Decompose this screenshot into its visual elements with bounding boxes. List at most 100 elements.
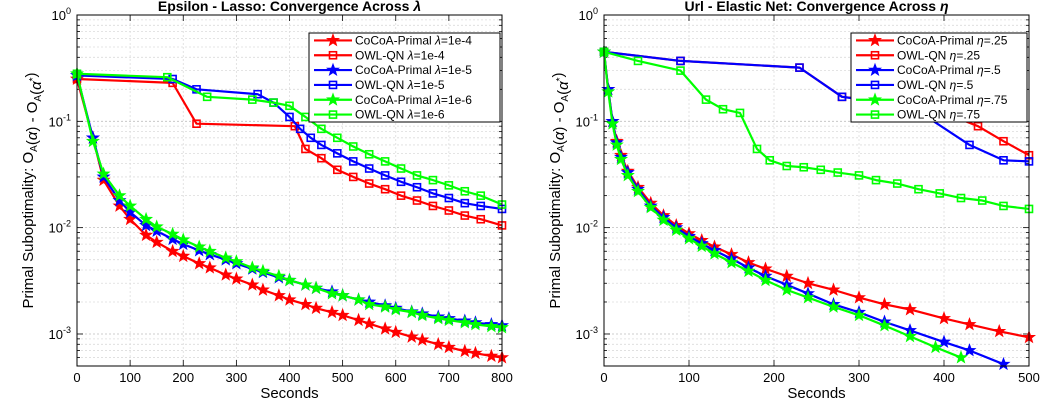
y-axis-label: Primal Suboptimality: OA(α) - OA(α*)	[20, 72, 45, 308]
chart-title: Epsilon - Lasso: Convergence Across λ	[158, 0, 421, 14]
data-point	[476, 201, 486, 211]
x-tick-label: 100	[119, 370, 141, 385]
data-point	[758, 272, 773, 287]
data-point	[837, 92, 847, 102]
legend-label: OWL-QN λ=1e-5	[355, 78, 445, 92]
data-point	[248, 95, 257, 104]
data-point	[176, 232, 191, 246]
data-point	[965, 140, 974, 150]
data-point	[298, 277, 313, 291]
data-point	[364, 179, 374, 188]
data-point	[613, 151, 629, 166]
chart-epsilon-lasso: 0 100 200 300 400 500 600 700 800 10-3 10-2 10-1 100…	[20, 0, 513, 402]
data-point	[633, 56, 643, 66]
data-point	[996, 356, 1011, 371]
data-point	[309, 280, 324, 295]
data-point	[317, 140, 326, 150]
data-point	[956, 193, 966, 203]
x-tick-label: 300	[226, 370, 248, 385]
data-point	[468, 317, 483, 331]
chart-url-elastic-net: 0 100 200 300 400 500 10-3 10-2 10-1 100 Url - Ela…	[547, 0, 1040, 402]
data-point	[380, 184, 390, 194]
legend-label: CoCoA-Primal η=.5	[897, 63, 1001, 77]
data-point	[139, 211, 154, 226]
x-tick-label: 500	[332, 370, 354, 385]
data-point	[694, 238, 709, 253]
data-point	[309, 300, 324, 315]
data-point	[269, 98, 278, 107]
data-point	[415, 307, 430, 322]
data-point	[428, 175, 438, 185]
data-point	[605, 116, 620, 130]
data-point	[96, 166, 111, 180]
data-point	[192, 256, 207, 270]
series-5	[72, 69, 507, 209]
data-point	[396, 164, 406, 173]
legend-label: OWL-QN η=.75	[897, 108, 980, 122]
series-4	[69, 66, 510, 334]
legend-marker	[328, 110, 338, 119]
x-tick-label: 0	[73, 370, 80, 385]
data-point	[765, 156, 775, 165]
data-point	[669, 222, 684, 236]
data-point	[192, 119, 201, 128]
data-point	[800, 275, 816, 290]
legend-label: OWL-QN η=.25	[897, 48, 980, 62]
legend-label: CoCoA-Primal λ=1e-6	[355, 93, 472, 107]
data-point	[795, 63, 804, 72]
data-point	[165, 226, 180, 241]
data-point	[936, 334, 952, 349]
data-point	[928, 339, 943, 354]
data-point	[415, 332, 430, 346]
data-point	[441, 339, 456, 354]
data-point	[484, 348, 499, 363]
data-point	[229, 254, 244, 268]
data-point	[192, 239, 207, 253]
data-point	[306, 133, 316, 143]
data-point	[404, 304, 419, 319]
data-point	[324, 286, 340, 300]
y-tick-label: 10-1	[49, 112, 71, 129]
legend-box	[308, 32, 501, 123]
legend-marker	[870, 50, 880, 60]
data-point	[701, 95, 711, 104]
x-tick-label: 800	[491, 370, 513, 385]
data-point	[112, 193, 127, 207]
x-tick-label: 0	[600, 370, 607, 385]
data-point	[85, 133, 100, 148]
x-axis-label: Seconds	[787, 385, 845, 402]
series-line	[603, 50, 1030, 211]
series-1	[72, 74, 507, 230]
series-line	[76, 72, 503, 206]
data-point	[609, 137, 624, 151]
data-point	[460, 186, 470, 196]
data-point	[139, 227, 154, 242]
data-point	[335, 307, 350, 322]
data-point	[149, 234, 164, 249]
data-point	[428, 189, 438, 198]
data-point	[255, 282, 270, 296]
data-point	[285, 112, 294, 122]
y-axis-label: Primal Suboptimality: OA(α) - OA(α*)	[547, 72, 572, 308]
data-point	[484, 318, 499, 333]
data-point	[826, 282, 841, 296]
data-point	[782, 161, 792, 171]
series-4	[596, 44, 969, 364]
data-point	[992, 323, 1007, 338]
legend-label: CoCoA-Primal λ=1e-5	[355, 63, 472, 77]
x-tick-label: 700	[438, 370, 460, 385]
data-point	[165, 243, 180, 258]
x-tick-label: 400	[933, 370, 955, 385]
x-tick-label: 100	[678, 370, 700, 385]
data-point	[333, 149, 342, 158]
data-point	[851, 290, 867, 304]
data-point	[444, 181, 454, 190]
series-0	[69, 71, 510, 364]
y-tick-label: 10-3	[576, 325, 598, 342]
data-point	[364, 149, 374, 159]
legend-box	[850, 32, 1028, 123]
data-point	[351, 312, 366, 327]
data-point	[335, 288, 350, 302]
data-point	[476, 214, 486, 224]
